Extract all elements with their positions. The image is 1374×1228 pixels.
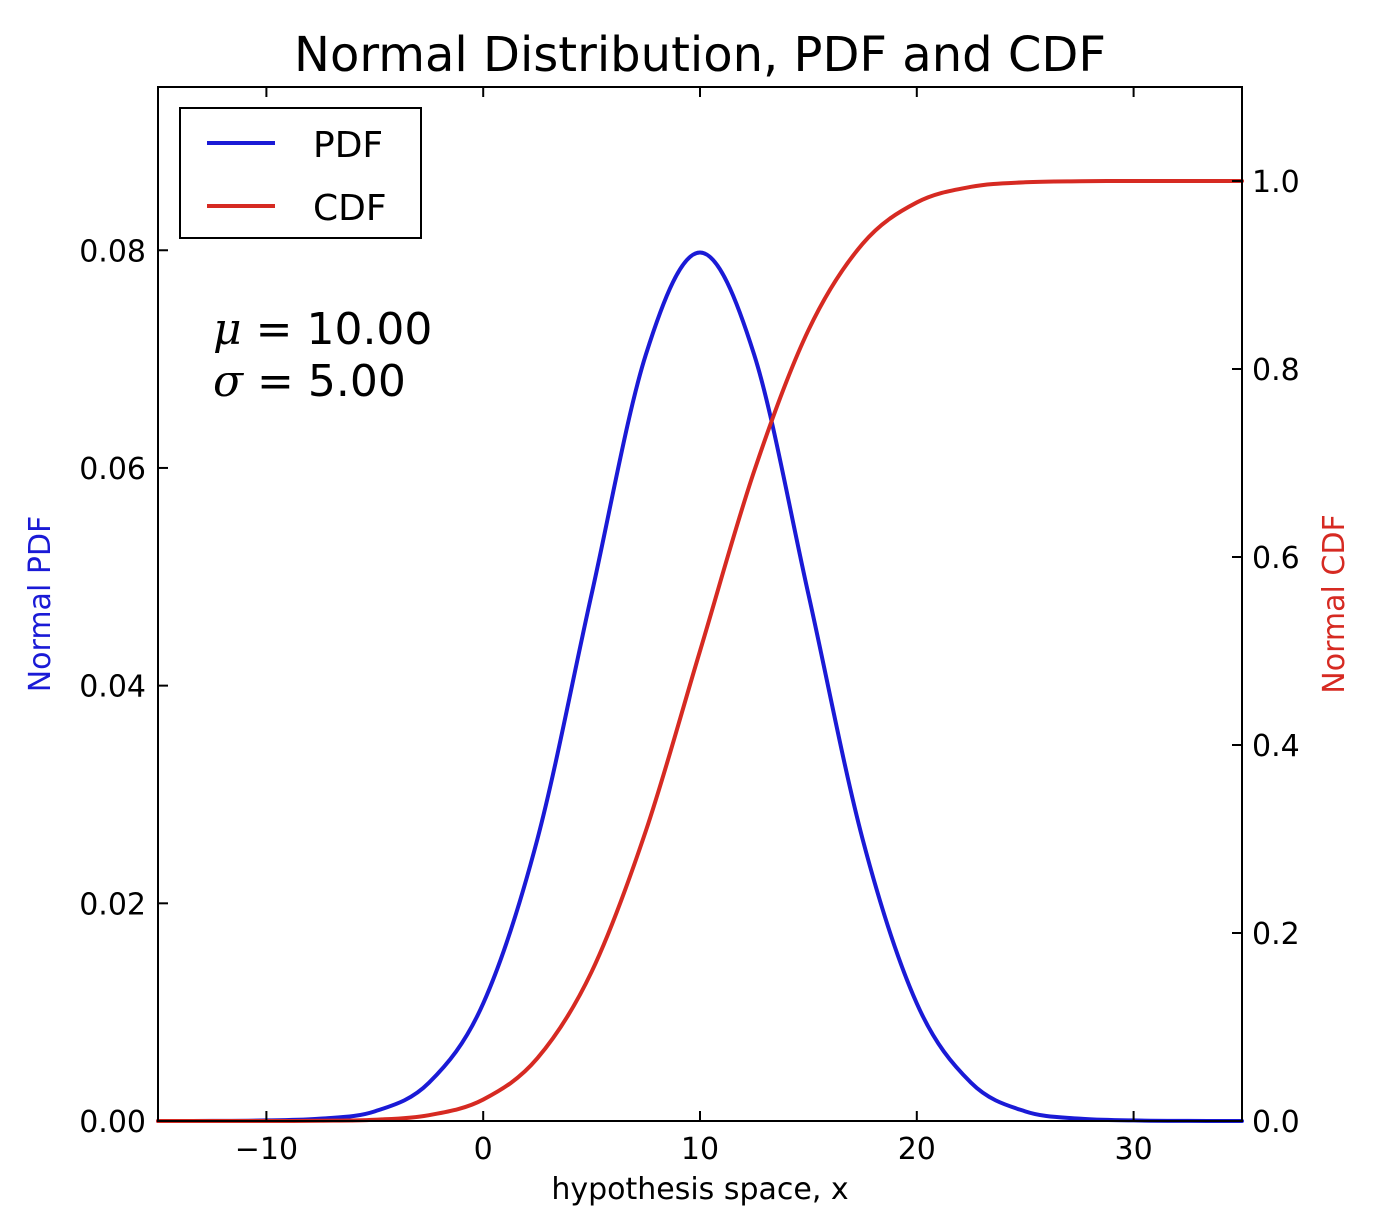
right-y-tick-label: 0.6	[1252, 541, 1300, 576]
sigma-symbol: σ	[213, 356, 245, 407]
left-y-tick-label: 0.06	[79, 452, 146, 487]
legend-box	[179, 107, 422, 239]
mu-annotation: μ = 10.00	[213, 304, 432, 355]
sigma-value: = 5.00	[243, 356, 406, 407]
x-tick-label: −10	[235, 1132, 298, 1167]
left-y-axis-label: Normal PDF	[23, 516, 58, 693]
legend: PDF CDF	[179, 107, 422, 239]
x-axis-ticks: −10 0 10 20 30	[235, 87, 1153, 1167]
chart-title: Normal Distribution, PDF and CDF	[294, 27, 1106, 83]
right-y-tick-label: 0.0	[1252, 1105, 1300, 1140]
legend-cdf-label: CDF	[313, 188, 387, 229]
right-y-axis-label: Normal CDF	[1317, 514, 1352, 693]
right-y-tick-label: 0.2	[1252, 917, 1300, 952]
series-layer	[156, 178, 1244, 1123]
x-tick-label: 10	[681, 1132, 719, 1167]
right-y-tick-label: 0.8	[1252, 353, 1300, 388]
parameter-annotation: μ = 10.00 σ = 5.00	[213, 304, 432, 407]
left-y-tick-label: 0.04	[79, 670, 146, 705]
right-y-axis-ticks: 0.0 0.2 0.4 0.6 0.8 1.0	[1232, 165, 1300, 1140]
x-tick-label: 20	[898, 1132, 936, 1167]
right-y-tick-label: 1.0	[1252, 165, 1300, 200]
series-cdf-line	[156, 178, 1244, 1123]
mu-value: = 10.00	[242, 304, 433, 355]
sigma-annotation: σ = 5.00	[213, 356, 406, 407]
x-tick-label: 0	[474, 1132, 493, 1167]
x-axis-label: hypothesis space, x	[551, 1172, 848, 1207]
x-tick-label: 30	[1115, 1132, 1153, 1167]
left-y-tick-label: 0.00	[79, 1105, 146, 1140]
series-pdf-line	[156, 250, 1244, 1123]
left-y-tick-label: 0.08	[79, 234, 146, 269]
right-y-tick-label: 0.4	[1252, 729, 1300, 764]
left-y-tick-label: 0.02	[79, 887, 146, 922]
left-y-axis-ticks: 0.00 0.02 0.04 0.06 0.08	[79, 234, 168, 1140]
legend-pdf-label: PDF	[313, 125, 383, 166]
mu-symbol: μ	[213, 304, 242, 355]
